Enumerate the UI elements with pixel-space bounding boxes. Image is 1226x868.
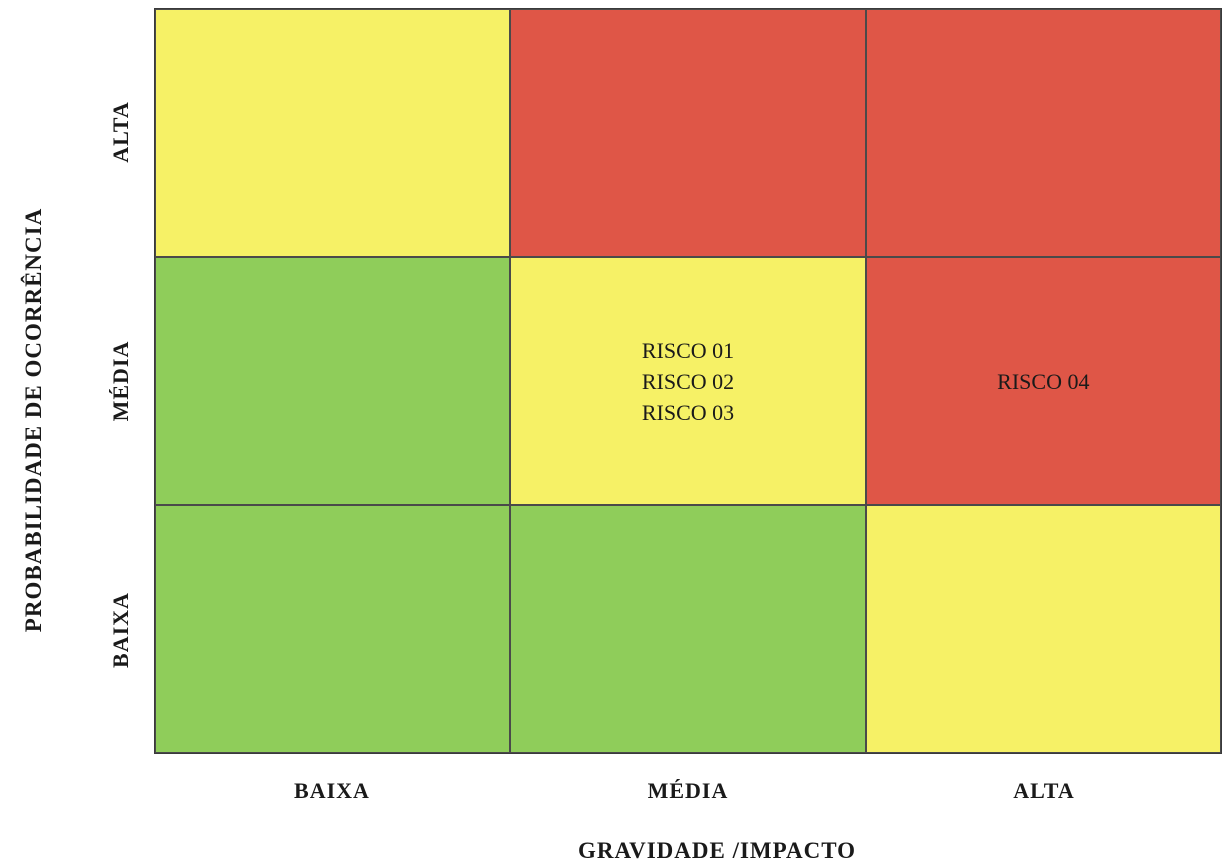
cell-prob-alta-impact-alta <box>865 9 1221 257</box>
x-axis-title: GRAVIDADE /IMPACTO <box>577 838 857 863</box>
x-tick-label-baixa: BAIXA <box>294 778 370 803</box>
y-tick-label-alta: ALTA <box>108 101 133 163</box>
cell-prob-media-impact-media: RISCO 01 RISCO 02 RISCO 03 <box>510 257 866 505</box>
cell-prob-baixa-impact-alta <box>865 505 1221 753</box>
cell-prob-alta-impact-media <box>510 9 866 257</box>
cell-prob-baixa-impact-baixa <box>155 505 511 753</box>
cell-prob-media-impact-alta: RISCO 04 <box>865 257 1221 505</box>
risk-label-risco-04: RISCO 04 <box>997 368 1090 394</box>
risk-label-risco-01: RISCO 01 <box>641 337 735 363</box>
risk-label-risco-03: RISCO 03 <box>641 399 735 425</box>
y-axis-title: PROBABILIDADE DE OCORRÊNCIA <box>21 207 46 633</box>
x-tick-label-alta: ALTA <box>1013 778 1075 803</box>
y-tick-label-baixa: BAIXA <box>108 592 133 668</box>
cell-prob-baixa-impact-media <box>510 505 866 753</box>
x-tick-label-media: MÉDIA <box>647 778 729 803</box>
cell-prob-alta-impact-baixa <box>155 9 511 257</box>
risk-label-risco-02: RISCO 02 <box>641 368 735 394</box>
risk-matrix-grid: RISCO 01 RISCO 02 RISCO 03 RISCO 04 <box>154 8 1222 754</box>
y-tick-label-media: MÉDIA <box>108 340 133 422</box>
cell-prob-media-impact-baixa <box>155 257 511 505</box>
